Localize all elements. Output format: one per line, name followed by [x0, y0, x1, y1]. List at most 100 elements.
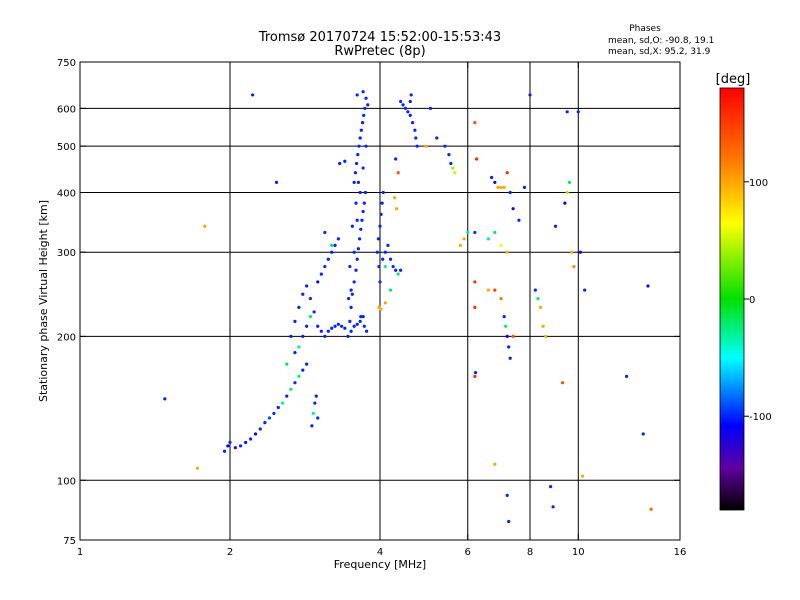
phase-stats-x-mode: mean, sd,X: 95.2, 31.9	[608, 47, 711, 57]
data-point	[228, 440, 232, 445]
data-point	[549, 485, 553, 489]
colorbar	[719, 87, 745, 511]
data-point	[319, 272, 323, 276]
data-point	[443, 144, 447, 148]
data-point	[276, 405, 280, 410]
data-point	[408, 113, 412, 117]
data-point	[486, 288, 490, 292]
data-point	[360, 218, 364, 222]
data-point	[508, 190, 512, 195]
x-axis-label: Frequency [MHz]	[334, 558, 426, 571]
data-point	[354, 268, 358, 272]
data-point	[507, 345, 511, 349]
data-point	[312, 310, 316, 314]
data-point	[336, 237, 340, 241]
data-point	[502, 315, 506, 319]
y-tick-label: 200	[57, 332, 76, 343]
data-point	[493, 462, 497, 466]
data-point	[350, 292, 354, 296]
data-point	[473, 280, 477, 284]
data-point	[508, 356, 512, 360]
data-point	[352, 280, 356, 284]
data-point	[316, 324, 320, 328]
data-point	[361, 166, 365, 170]
data-point	[499, 243, 503, 248]
data-point	[499, 296, 503, 301]
data-point	[383, 250, 387, 254]
colorbar-tick-label: 100	[749, 178, 768, 189]
data-point	[536, 296, 540, 301]
x-tick-label: 8	[527, 547, 533, 558]
data-point	[567, 180, 572, 184]
data-point	[570, 250, 574, 254]
data-point	[522, 185, 527, 189]
data-point	[379, 212, 383, 216]
data-point	[362, 113, 366, 117]
colorbar-tick-label: 0	[749, 295, 755, 306]
y-tick-label: 500	[57, 142, 76, 153]
data-point	[505, 493, 509, 497]
data-point	[356, 180, 360, 184]
data-point	[363, 106, 367, 110]
data-point	[363, 190, 368, 195]
data-point	[451, 166, 455, 170]
data-point	[340, 324, 344, 328]
data-point	[386, 243, 390, 248]
data-point	[361, 315, 365, 319]
colorbar-ticks: 100 0 -100	[744, 178, 772, 423]
data-point	[359, 227, 363, 231]
data-point	[565, 110, 569, 114]
data-point	[293, 350, 297, 355]
data-point	[316, 416, 320, 420]
data-point	[319, 329, 323, 333]
y-tick-label: 400	[57, 188, 76, 199]
data-point	[473, 230, 477, 235]
data-point	[375, 250, 379, 254]
data-point	[358, 136, 362, 140]
data-point	[511, 207, 515, 211]
data-point	[413, 128, 417, 132]
data-point	[428, 106, 433, 110]
data-point	[378, 280, 382, 284]
x-tick-label: 10	[572, 547, 585, 558]
data-point	[401, 103, 405, 107]
colorbar-tick-label: -100	[749, 412, 772, 423]
data-point	[551, 505, 555, 509]
data-point	[357, 144, 361, 148]
data-point	[349, 329, 353, 333]
colorbar-label: [deg]	[716, 72, 751, 87]
data-point	[646, 284, 650, 288]
data-point	[316, 280, 320, 284]
data-point	[357, 237, 362, 241]
data-point	[517, 218, 521, 222]
data-point	[415, 144, 419, 148]
data-points	[163, 90, 653, 524]
data-point	[301, 334, 305, 338]
data-point	[297, 374, 301, 378]
data-point	[493, 288, 497, 292]
data-point	[195, 466, 199, 470]
data-point	[311, 411, 315, 416]
data-point	[511, 334, 515, 338]
data-point	[364, 96, 368, 100]
grid-layer	[80, 62, 680, 540]
data-point	[289, 387, 293, 391]
data-point	[263, 421, 267, 425]
data-point	[352, 180, 356, 184]
data-point	[541, 324, 545, 328]
data-point	[572, 264, 576, 269]
data-point	[314, 394, 318, 398]
data-point	[356, 247, 360, 251]
data-point	[285, 394, 289, 398]
data-point	[336, 322, 340, 326]
data-point	[349, 288, 353, 292]
data-point	[301, 368, 305, 372]
data-point	[507, 519, 511, 524]
data-point	[352, 324, 356, 328]
data-point	[502, 185, 506, 189]
data-point	[350, 224, 354, 228]
data-point	[293, 381, 297, 385]
y-tick-label: 600	[57, 104, 76, 115]
data-point	[313, 401, 317, 405]
data-point	[358, 190, 362, 195]
